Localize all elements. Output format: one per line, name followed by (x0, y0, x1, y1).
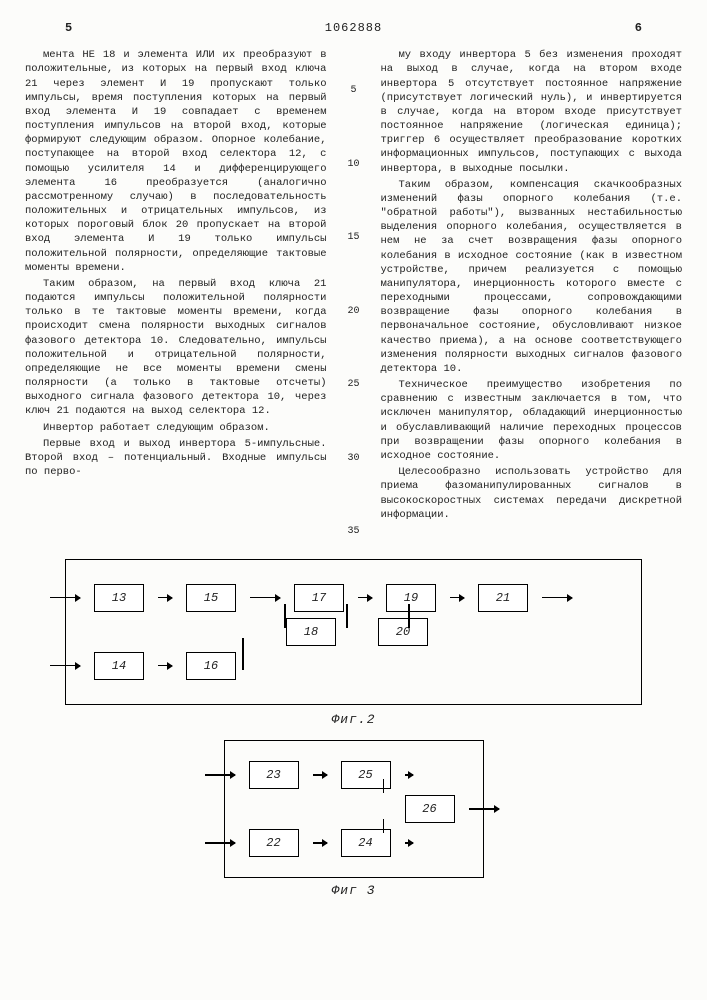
paragraph: му входу инвертора 5 без изменения прохо… (381, 48, 683, 176)
arrow-icon (313, 842, 327, 844)
block-15: 15 (186, 584, 236, 612)
paragraph: Таким образом, компенсация скачкообразны… (381, 178, 683, 376)
block-13: 13 (94, 584, 144, 612)
input-arrow-icon (50, 665, 80, 667)
line-number-gutter: 5 10 15 20 25 30 35 (345, 46, 363, 539)
page-number-left: 5 (65, 20, 72, 36)
document-id: 1062888 (325, 20, 382, 36)
figure-label-2: Фиг.2 (65, 711, 642, 729)
arrow-icon (405, 774, 413, 776)
line-number: 35 (345, 525, 363, 539)
page-number-right: 6 (635, 20, 642, 36)
connector-line (383, 819, 385, 833)
diagram-area: 13 15 17 19 21 18 20 14 16 Фиг.2 (25, 559, 682, 900)
arrow-icon (313, 774, 327, 776)
block-16: 16 (186, 652, 236, 680)
page-header: 5 1062888 6 (25, 20, 682, 36)
line-number: 5 (345, 84, 363, 98)
arrow-icon (450, 597, 464, 599)
block-14: 14 (94, 652, 144, 680)
arrow-icon (405, 842, 413, 844)
input-arrow-icon (50, 597, 80, 599)
line-number: 15 (345, 231, 363, 245)
diagram-fig2: 13 15 17 19 21 18 20 14 16 (65, 559, 642, 705)
line-number: 20 (345, 305, 363, 319)
arrow-icon (250, 597, 280, 599)
paragraph: мента НЕ 18 и элемента ИЛИ их преобразую… (25, 48, 327, 275)
line-number: 25 (345, 378, 363, 392)
diagram-fig3: 23 25 26 22 24 (224, 740, 484, 878)
figure-label-3: Фиг 3 (65, 882, 642, 900)
arrow-icon (158, 665, 172, 667)
output-arrow-icon (469, 808, 499, 810)
paragraph: Таким образом, на первый вход ключа 21 п… (25, 277, 327, 419)
connector-line (242, 638, 244, 670)
connector-line (284, 604, 286, 628)
block-22: 22 (249, 829, 299, 857)
left-column: мента НЕ 18 и элемента ИЛИ их преобразую… (25, 46, 327, 539)
block-17: 17 (294, 584, 344, 612)
input-arrow-icon (205, 774, 235, 776)
input-arrow-icon (205, 842, 235, 844)
right-column: му входу инвертора 5 без изменения прохо… (381, 46, 683, 539)
output-arrow-icon (542, 597, 572, 599)
connector-line (408, 604, 410, 628)
connector-line (346, 604, 348, 628)
block-26: 26 (405, 795, 455, 823)
paragraph: Техническое преимущество изобретения по … (381, 378, 683, 463)
line-number: 30 (345, 452, 363, 466)
paragraph: Первые вход и выход инвертора 5-импульсн… (25, 437, 327, 480)
paragraph: Инвертор работает следующим образом. (25, 421, 327, 435)
block-24: 24 (341, 829, 391, 857)
block-18: 18 (286, 618, 336, 646)
block-19: 19 (386, 584, 436, 612)
paragraph: Целесообразно использовать устройство дл… (381, 465, 683, 522)
arrow-icon (358, 597, 372, 599)
block-21: 21 (478, 584, 528, 612)
arrow-icon (158, 597, 172, 599)
line-number: 10 (345, 158, 363, 172)
block-23: 23 (249, 761, 299, 789)
connector-line (383, 779, 385, 793)
text-columns: мента НЕ 18 и элемента ИЛИ их преобразую… (25, 46, 682, 539)
block-20: 20 (378, 618, 428, 646)
